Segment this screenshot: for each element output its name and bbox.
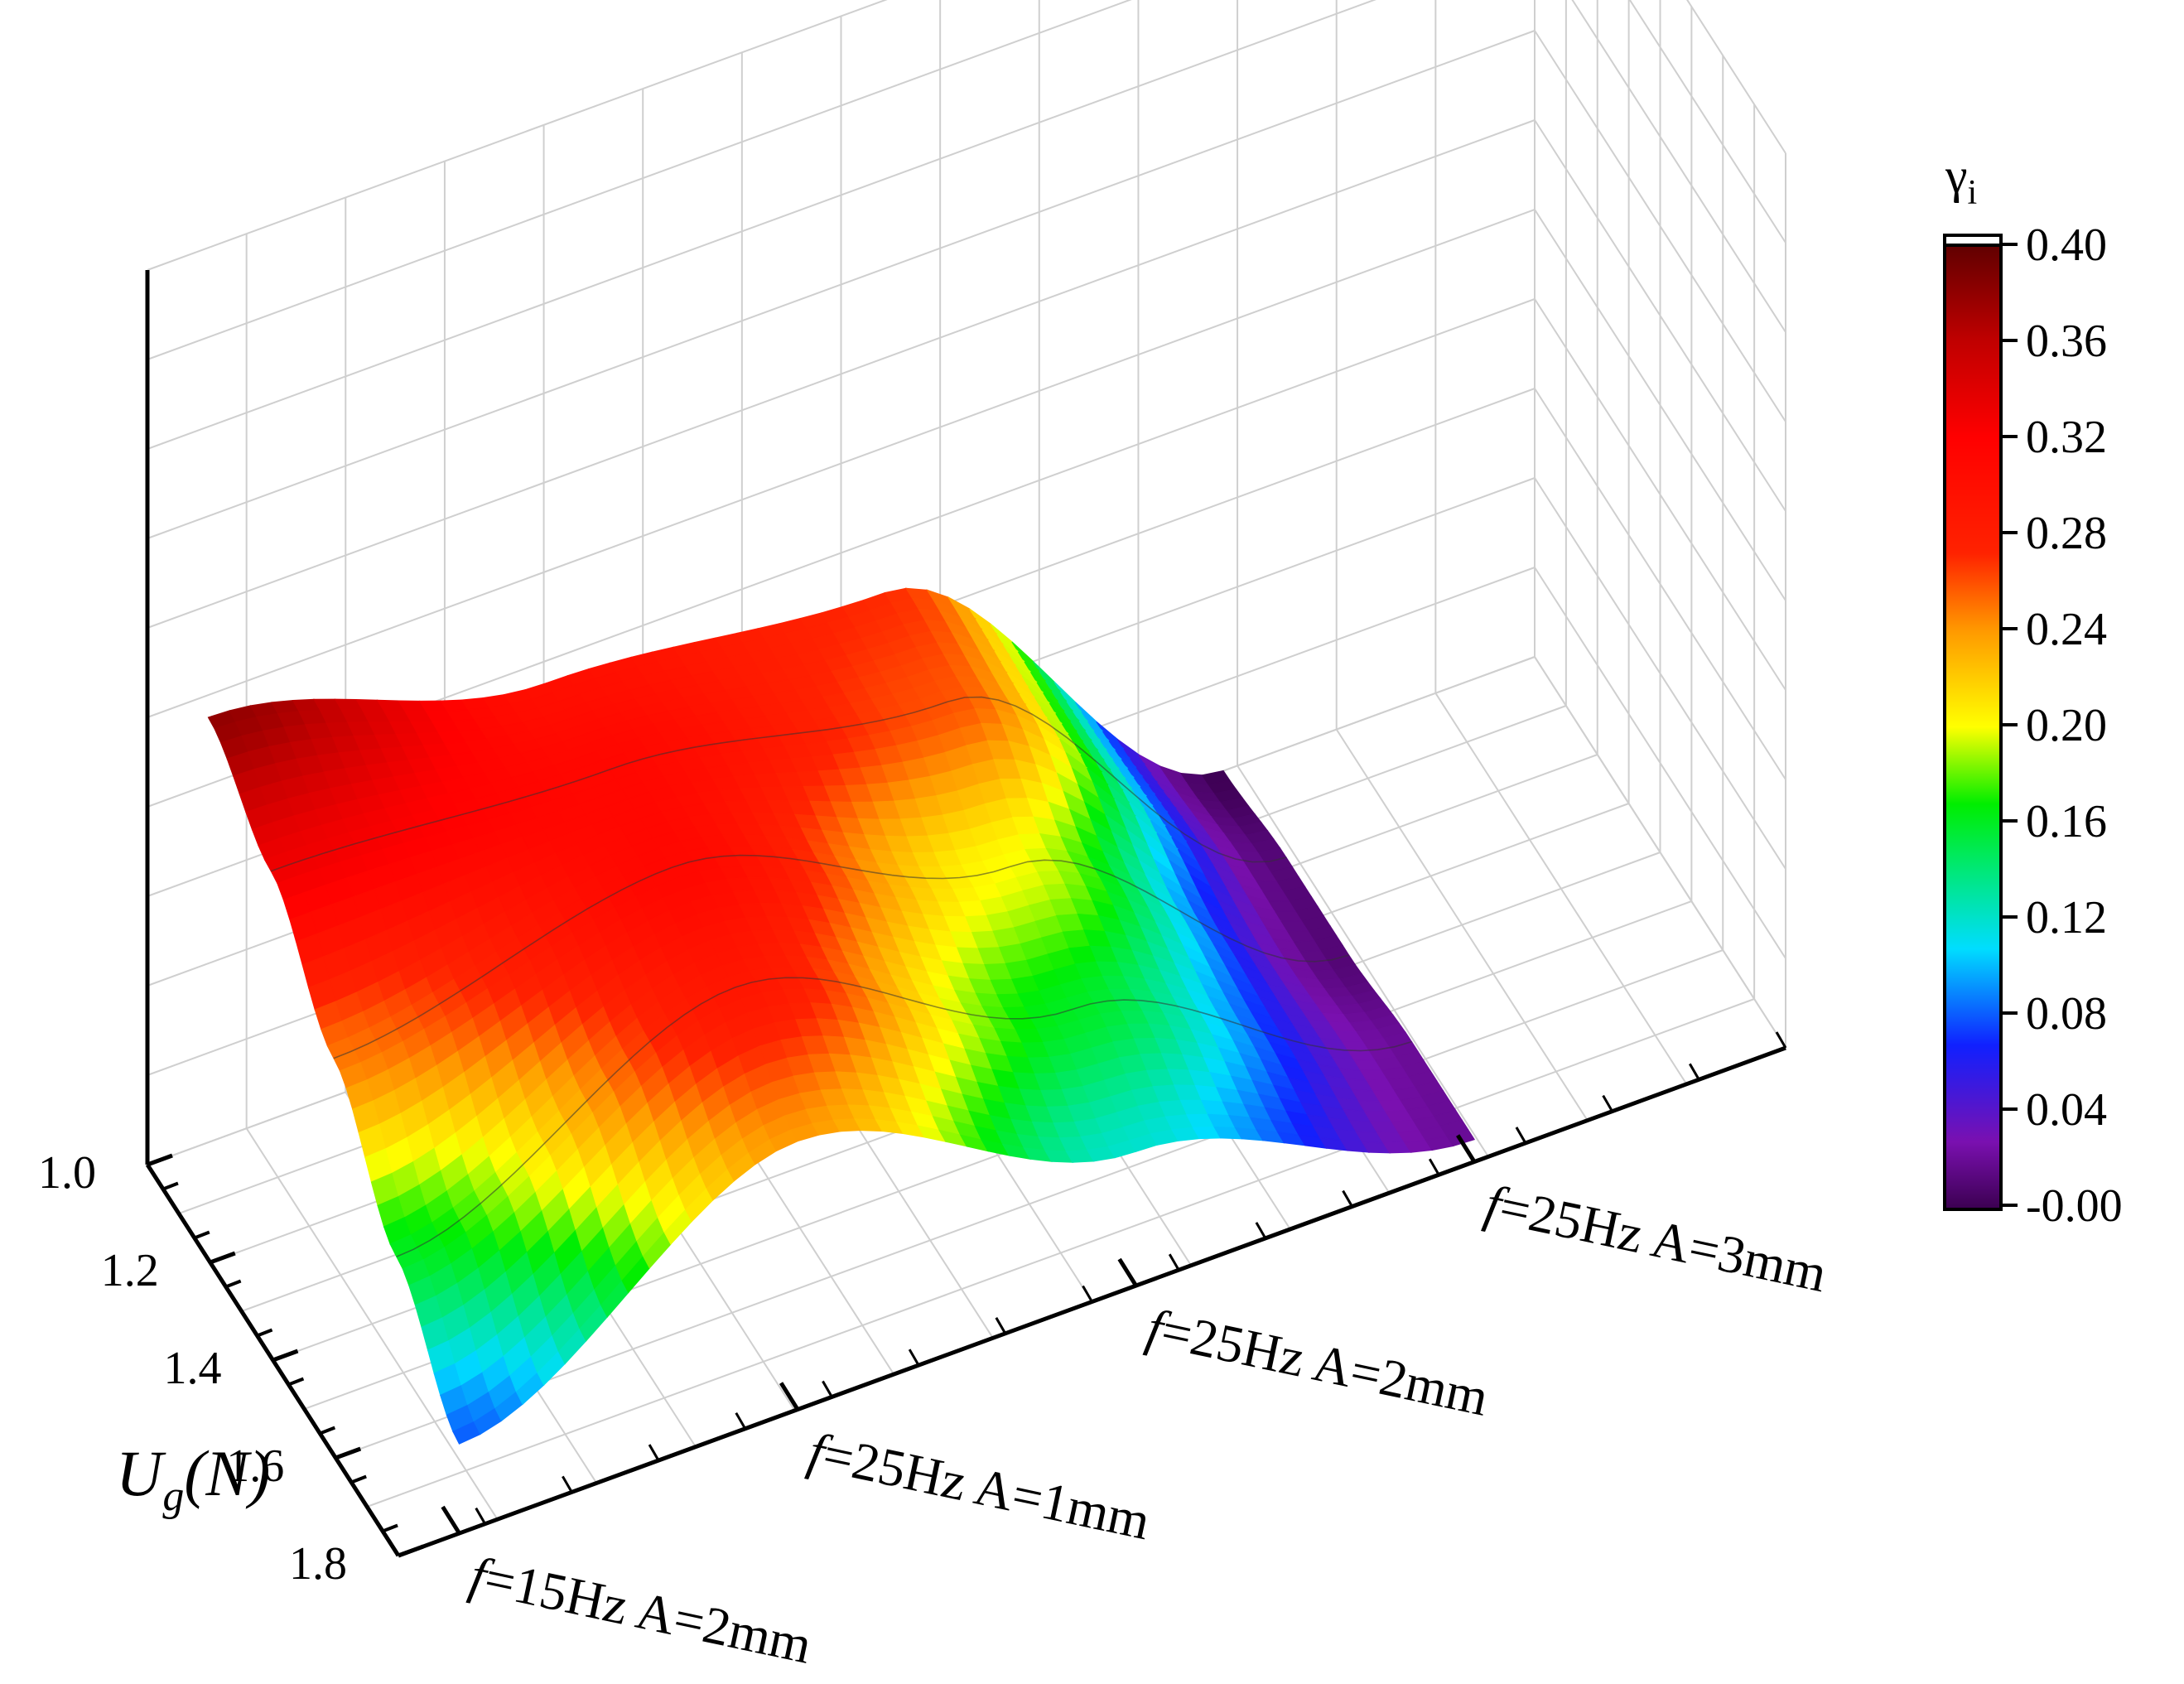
colorbar-tick-label: 0.36 xyxy=(2026,316,2107,367)
category-tick-mark xyxy=(441,1505,461,1535)
category-tick-label: f=25Hz A=3mm xyxy=(1480,1174,1831,1304)
ug-tick-mark xyxy=(398,1544,424,1558)
colorbar-tick-label: 0.40 xyxy=(2026,220,2107,271)
colorbar-top-white xyxy=(1943,234,2003,247)
colorbar-tick-label: 0.24 xyxy=(2026,604,2107,655)
ug-minor-tick xyxy=(287,1377,305,1387)
category-minor-tick xyxy=(1689,1063,1700,1081)
ug-tick-label: 1.4 xyxy=(164,1343,222,1394)
category-minor-tick xyxy=(475,1507,486,1525)
category-minor-tick xyxy=(1602,1094,1613,1112)
category-tick-mark xyxy=(779,1382,800,1411)
ug-minor-tick xyxy=(256,1328,273,1338)
category-minor-tick xyxy=(995,1317,1007,1334)
contour-line xyxy=(271,696,1287,872)
surface-plot xyxy=(207,587,1476,1445)
ug-axis-ticks: 1.01.21.41.61.8 xyxy=(38,1147,424,1590)
category-tick-mark xyxy=(1456,1134,1477,1163)
ug-tick-label: 1.0 xyxy=(38,1147,96,1199)
colorbar-tick-label: 0.04 xyxy=(2026,1084,2107,1136)
colorbar: γi 0.40 0.36 0.32 0.28 0.24 0.20 0.16 0.12 0.08 0… xyxy=(1943,148,2123,1232)
ug-minor-tick xyxy=(382,1523,398,1533)
category-minor-tick xyxy=(822,1380,833,1398)
colorbar-tick-label: -0.00 xyxy=(2026,1180,2123,1232)
ug-tick-mark xyxy=(272,1349,299,1363)
colorbar-tick-label: 0.08 xyxy=(2026,988,2107,1040)
category-minor-tick xyxy=(1342,1189,1353,1208)
colorbar-tick-label: 0.12 xyxy=(2026,892,2107,943)
category-minor-tick xyxy=(1515,1127,1527,1144)
colorbar-title: γi xyxy=(1945,148,1977,212)
category-minor-tick xyxy=(1255,1222,1267,1239)
ug-tick-label: 1.6 xyxy=(226,1440,284,1492)
category-tick-mark xyxy=(1117,1257,1138,1287)
contour-lines xyxy=(271,696,1412,1257)
contour-line xyxy=(333,854,1349,1059)
category-minor-tick xyxy=(1775,1031,1787,1049)
category-minor-tick xyxy=(1168,1253,1180,1271)
ug-minor-tick xyxy=(162,1181,179,1191)
ug-tick-mark xyxy=(147,1153,173,1167)
colorbar-tick-label: 0.16 xyxy=(2026,796,2107,847)
colorbar-gradient xyxy=(1943,243,2003,1211)
ug-minor-tick xyxy=(319,1426,336,1436)
ug-minor-tick xyxy=(350,1474,367,1484)
category-tick-label: f=25Hz A=2mm xyxy=(1142,1297,1493,1427)
category-tick-label: f=15Hz A=2mm xyxy=(465,1545,817,1675)
category-minor-tick xyxy=(735,1411,747,1430)
ug-axis-title: Ug(N) xyxy=(116,1437,270,1520)
category-minor-tick xyxy=(388,1539,400,1556)
ug-tick-mark xyxy=(209,1251,236,1265)
contour-line xyxy=(396,977,1412,1257)
category-minor-tick xyxy=(1428,1158,1440,1176)
ug-tick-mark xyxy=(335,1446,362,1460)
colorbar-tick-label: 0.32 xyxy=(2026,412,2107,463)
ug-minor-tick xyxy=(194,1230,210,1240)
category-minor-tick xyxy=(908,1349,920,1366)
category-minor-tick xyxy=(562,1475,573,1493)
category-minor-tick xyxy=(648,1444,660,1461)
ug-tick-label: 1.8 xyxy=(289,1538,347,1590)
colorbar-tick-label: 0.20 xyxy=(2026,700,2107,751)
category-minor-tick xyxy=(1082,1285,1093,1303)
colorbar-tick-label: 0.28 xyxy=(2026,508,2107,559)
ug-tick-label: 1.2 xyxy=(101,1245,159,1296)
ug-minor-tick xyxy=(224,1279,242,1289)
category-tick-label: f=25Hz A=1mm xyxy=(803,1421,1155,1551)
